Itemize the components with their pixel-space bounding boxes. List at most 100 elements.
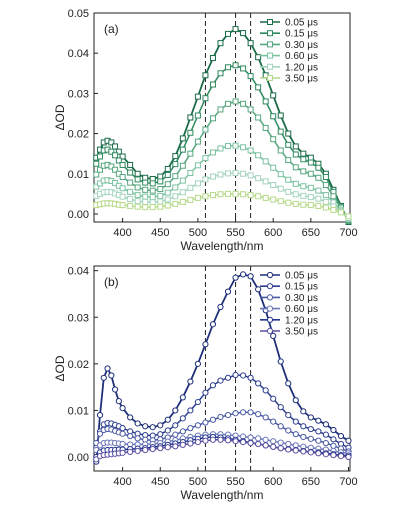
legend-label: 0.05 μs [285, 18, 318, 29]
data-point [187, 114, 194, 121]
series-0 [93, 271, 352, 465]
data-point [322, 198, 329, 205]
data-point [225, 30, 232, 37]
data-point [240, 65, 247, 72]
data-point [127, 448, 134, 455]
data-point [247, 40, 254, 47]
data-point [224, 374, 232, 381]
data-point [322, 421, 330, 428]
data-point [262, 387, 269, 394]
data-point [202, 193, 209, 200]
data-point [277, 423, 284, 430]
data-point [134, 435, 141, 442]
data-point [240, 144, 247, 151]
data-point [202, 437, 209, 444]
data-point [93, 171, 100, 178]
data-point [300, 192, 307, 199]
data-point [149, 194, 156, 201]
data-point [255, 286, 262, 293]
data-point [134, 192, 141, 199]
legend-label: 0.60 μs [285, 51, 318, 62]
data-point [277, 128, 284, 135]
data-point [157, 186, 164, 193]
data-point [225, 170, 232, 177]
legend-label: 0.05 μs [285, 271, 318, 282]
data-point [119, 440, 126, 448]
legend-marker [266, 271, 274, 279]
data-point [217, 303, 224, 311]
data-point [330, 193, 337, 200]
data-point [255, 435, 262, 442]
data-point [172, 161, 179, 168]
data-point [255, 380, 262, 387]
data-point [255, 152, 262, 159]
data-point [270, 196, 277, 203]
data-point [247, 439, 254, 447]
data-point [322, 451, 330, 458]
data-point [247, 192, 254, 199]
data-point [97, 166, 104, 173]
data-point [292, 431, 299, 438]
data-point [345, 437, 352, 444]
data-point [307, 159, 314, 166]
data-point [142, 198, 149, 205]
data-point [262, 436, 269, 443]
data-point [149, 187, 156, 194]
data-point [187, 196, 194, 203]
data-point [285, 199, 292, 206]
series-5 [93, 190, 352, 220]
data-point [202, 389, 209, 396]
x-axis-label: Wavelength/nm [181, 239, 264, 253]
legend-marker [266, 305, 274, 312]
data-point [292, 180, 299, 187]
data-point [149, 180, 156, 187]
data-point [209, 81, 216, 88]
x-tick-label: 600 [264, 227, 282, 239]
data-point [127, 432, 134, 440]
data-point [240, 30, 247, 37]
y-tick-label: 0.04 [68, 48, 89, 60]
data-point [315, 417, 322, 424]
data-point [157, 431, 164, 438]
data-point [187, 407, 194, 414]
data-point [164, 416, 171, 423]
data-point [315, 187, 322, 194]
data-point [134, 176, 141, 183]
data-point [157, 178, 164, 185]
legend-marker [267, 52, 273, 59]
data-point [164, 196, 171, 203]
data-point [112, 152, 119, 159]
data-point [179, 415, 186, 422]
data-point [194, 93, 201, 100]
data-point [270, 332, 277, 339]
data-point [307, 414, 314, 421]
data-point [194, 422, 202, 429]
data-point [300, 150, 307, 157]
data-point [179, 162, 186, 169]
data-point [255, 114, 262, 121]
data-point [209, 55, 216, 62]
data-point [277, 358, 284, 365]
data-point [93, 160, 100, 167]
data-point [232, 274, 239, 281]
panel-label: (a) [104, 22, 119, 36]
data-point [232, 62, 239, 69]
data-point [277, 445, 284, 452]
data-point [270, 92, 277, 99]
x-tick-label: 500 [189, 227, 207, 239]
y-tick-label: 0.05 [68, 8, 89, 20]
data-point [112, 166, 119, 173]
series-4 [93, 169, 352, 221]
data-point [292, 447, 299, 454]
data-point [337, 452, 345, 460]
data-point [315, 195, 322, 202]
series-3 [93, 431, 352, 457]
legend-marker [266, 327, 274, 335]
data-point [127, 169, 134, 176]
legend-label: 3.50 μs [285, 327, 318, 338]
data-point [127, 202, 134, 209]
data-point [224, 437, 232, 444]
data-point [157, 198, 164, 205]
data-point [194, 112, 201, 119]
x-tick-label: 450 [151, 476, 169, 488]
